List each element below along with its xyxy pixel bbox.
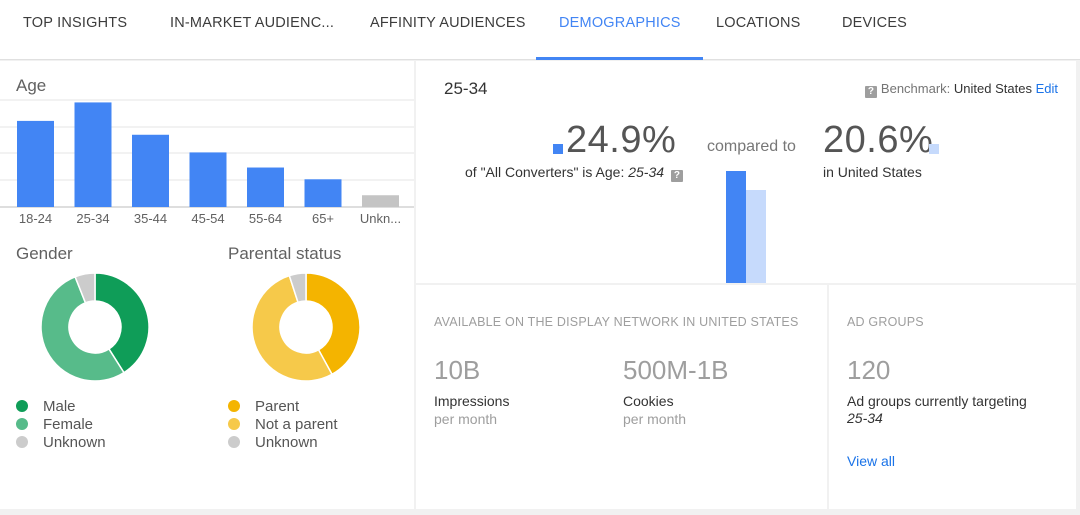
age-tick-label: 55-64 [249, 211, 282, 226]
donut-slice-unknown[interactable] [74, 272, 96, 304]
ad-groups-age: 25-34 [847, 410, 883, 426]
gender-legend: Male Female Unknown [16, 398, 106, 452]
age-tick-label: 35-44 [134, 211, 167, 226]
age-bar-55-64[interactable] [247, 167, 284, 207]
benchmark-percentage: 20.6% [823, 119, 934, 161]
selected-color-swatch [553, 144, 563, 154]
legend-label: Unknown [255, 434, 318, 451]
donut-slice-not-a-parent[interactable] [251, 274, 334, 382]
edit-benchmark-link[interactable]: Edit [1035, 81, 1058, 96]
legend-label: Unknown [43, 434, 106, 451]
selected-age-label: 25-34 [444, 79, 488, 98]
age-tick-label: 65+ [312, 211, 334, 226]
donut-slice-unknown[interactable] [288, 272, 307, 304]
age-detail-panel: 25-34 ? Benchmark: United States Edit 24.… [416, 61, 1076, 283]
demographics-charts-panel: Age 18-24 25-34 35-44 45-54 55-64 65+ Unkn... … [0, 61, 414, 509]
age-bar-65-[interactable] [304, 179, 342, 207]
help-icon[interactable]: ? [670, 170, 683, 182]
selected-comparison-bar [726, 171, 746, 283]
age-bar-45-54[interactable] [189, 152, 227, 207]
ad-groups-label: Ad groups currently targeting [847, 393, 1027, 409]
tab-top-insights[interactable]: TOP INSIGHTS [23, 0, 127, 60]
tab-label: AFFINITY AUDIENCES [370, 15, 526, 31]
selected-percentage: 24.9% [566, 119, 677, 161]
legend-item-male: Male [16, 398, 106, 416]
tab-devices[interactable]: DEVICES [842, 0, 907, 60]
availability-header: AVAILABLE ON THE DISPLAY NETWORK IN UNIT… [434, 315, 799, 329]
tab-bar: TOP INSIGHTS IN-MARKET AUDIENC... AFFINI… [0, 0, 1080, 60]
age-bar-chart: 18-24 25-34 35-44 45-54 55-64 65+ Unkn... [0, 99, 414, 226]
tab-affinity-audiences[interactable]: AFFINITY AUDIENCES [370, 0, 526, 60]
compared-to-label: compared to [707, 138, 796, 155]
tab-label: IN-MARKET AUDIENC... [170, 15, 335, 31]
age-chart: 18-24 25-34 35-44 45-54 55-64 65+ Unkn... [0, 61, 414, 241]
legend-label: Parent [255, 398, 300, 415]
selected-description: of "All Converters" is Age: 25-34 ? [465, 164, 687, 182]
legend-item-parent: Parent [228, 398, 338, 416]
benchmark-comparison-bar [746, 190, 766, 283]
tab-label: DEMOGRAPHICS [559, 15, 681, 31]
donut-slice-female[interactable] [40, 275, 125, 382]
legend-item-female: Female [16, 416, 106, 434]
display-network-availability: AVAILABLE ON THE DISPLAY NETWORK IN UNIT… [416, 285, 827, 509]
legend-label: Not a parent [255, 416, 338, 433]
cookies-value: 500M-1B [623, 355, 729, 385]
legend-label: Female [43, 416, 94, 433]
age-bar-25-34[interactable] [74, 102, 112, 207]
impressions-sub: per month [434, 411, 498, 427]
tab-label: DEVICES [842, 15, 908, 31]
legend-label: Male [43, 398, 76, 415]
male-swatch [16, 400, 28, 412]
benchmark-description: in United States [823, 164, 922, 180]
active-tab-indicator [536, 57, 703, 60]
parent-swatch [228, 400, 240, 412]
cookies-label: Cookies [623, 393, 674, 409]
age-bar-unkn-[interactable] [362, 195, 399, 207]
age-bar-18-24[interactable] [17, 120, 54, 207]
tab-label: LOCATIONS [716, 15, 801, 31]
selected-description-text: of "All Converters" is Age: [465, 164, 625, 180]
impressions-value: 10B [434, 355, 481, 385]
age-title: Age [16, 76, 47, 95]
gender-title: Gender [16, 244, 73, 263]
age-tick-label: Unkn... [360, 211, 401, 226]
benchmark: ? Benchmark: United States Edit [864, 81, 1058, 98]
age-tick-label: 18-24 [19, 211, 52, 226]
female-swatch [16, 418, 28, 430]
selected-description-age: 25-34 [628, 164, 665, 180]
legend-item-unknown: Unknown [16, 434, 106, 452]
cookies-sub: per month [623, 411, 687, 427]
gender-donut-chart[interactable] [40, 272, 150, 382]
unknown-swatch [16, 436, 28, 448]
view-all-link[interactable]: View all [847, 453, 895, 469]
ad-groups-count: 120 [847, 355, 891, 385]
legend-item-not-a-parent: Not a parent [228, 416, 338, 434]
donut-slice-male[interactable] [94, 272, 150, 374]
ad-groups-header: AD GROUPS [847, 315, 924, 329]
benchmark-prefix: Benchmark: [880, 81, 951, 96]
unknown-swatch [228, 436, 240, 448]
not-a-parent-swatch [228, 418, 240, 430]
parental-status-title: Parental status [228, 244, 342, 263]
donut-slice-parent[interactable] [305, 272, 361, 376]
benchmark-color-swatch [929, 144, 939, 154]
legend-item-unknown: Unknown [228, 434, 338, 452]
tab-in-market-audiences[interactable]: IN-MARKET AUDIENC... [170, 0, 334, 60]
ad-groups-panel: AD GROUPS 120 Ad groups currently target… [829, 285, 1076, 509]
benchmark-country: United States [953, 81, 1032, 96]
age-tick-label: 45-54 [191, 211, 224, 226]
age-bar-35-44[interactable] [132, 134, 169, 207]
age-tick-label: 25-34 [76, 211, 109, 226]
tab-locations[interactable]: LOCATIONS [716, 0, 801, 60]
help-icon[interactable]: ? [864, 86, 877, 98]
tab-label: TOP INSIGHTS [23, 15, 128, 31]
tab-demographics[interactable]: DEMOGRAPHICS [536, 0, 703, 60]
parental-legend: Parent Not a parent Unknown [228, 398, 338, 452]
impressions-label: Impressions [434, 393, 510, 409]
parental-status-donut-chart[interactable] [251, 272, 361, 382]
